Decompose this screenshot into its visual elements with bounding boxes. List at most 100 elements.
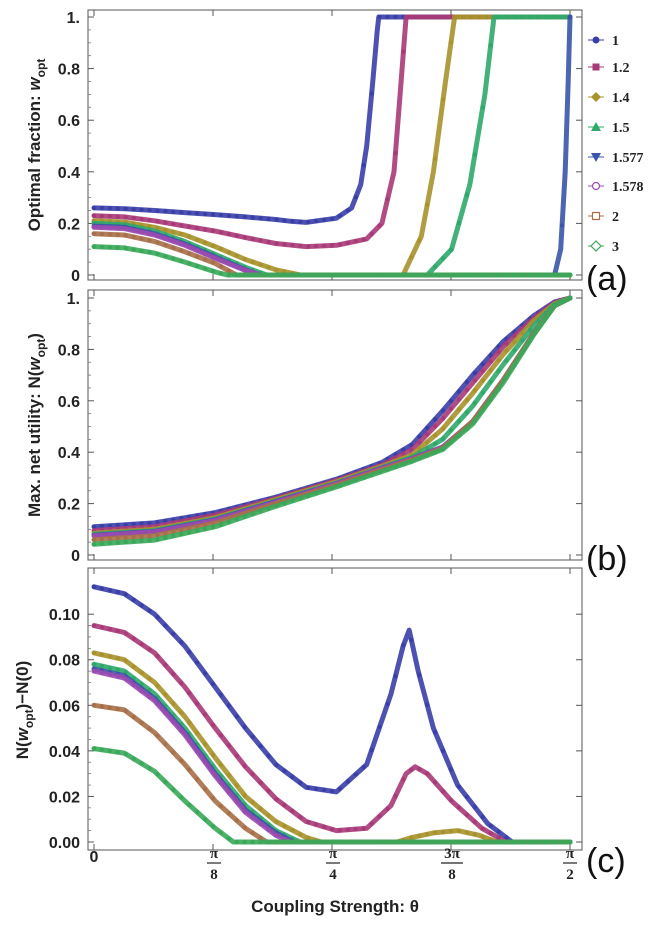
data-point-a-2-7 [147,238,152,243]
data-point-c-1-5-1 [99,663,105,669]
data-point-b-2-5 [131,534,136,540]
data-point-a-3-1 [99,244,105,250]
data-point-c-3-30 [329,839,335,845]
panel-a-ylabel-sub: opt [34,59,48,78]
data-point-c-3-39 [401,839,406,845]
data-point-b-1-2-41 [417,440,422,445]
data-point-c-1-2-16 [218,733,224,738]
data-point-b-3-35 [369,472,374,478]
data-point-c-1-4-44 [440,829,446,835]
data-point-a-1-20 [250,215,255,220]
data-point-a-1-2-17 [226,231,232,237]
data-point-a-1-2-18 [234,233,239,238]
data-point-c-1-2-21 [258,780,263,785]
data-point-c-3-41 [417,839,422,845]
data-point-c-2-14 [202,786,208,791]
data-point-b-3-28 [313,491,319,496]
data-point-c-1-578-10 [171,719,176,725]
data-point-b-1-47 [464,379,470,385]
data-point-c-1-2-42 [425,771,430,776]
data-point-a-1-2-2 [107,214,113,219]
y-tick-label-c-5: 0.10 [49,607,80,624]
data-point-a-1-578-3 [115,226,121,231]
legend-entry-1-577: 1.577 [588,151,644,166]
data-point-b-3-19 [242,514,247,519]
data-point-b-3-49 [480,408,485,413]
data-point-c-1-2-27 [306,819,311,825]
data-point-c-1-2-51 [496,835,501,840]
data-point-c-1-17 [226,703,232,708]
panel-b-label: (b) [586,540,628,578]
data-point-a-1-4-49 [480,14,485,20]
data-point-a-1-5-47 [464,192,470,198]
data-point-a-1-2-43 [432,14,438,20]
legend-label-1-4: 1.4 [612,91,630,106]
data-point-b-3-43 [432,450,438,455]
data-point-c-2-6 [139,720,144,726]
data-point-a-3-42 [425,272,430,278]
data-point-c-3-46 [456,839,462,845]
legend-marker-1 [592,36,600,44]
y-tick-label-a-1: 0.2 [58,216,80,233]
data-point-a-1-18 [234,214,239,219]
data-point-a-2-1 [99,231,105,237]
data-point-c-1-2-8 [155,653,160,659]
data-point-c-1-20 [250,734,255,739]
data-point-c-1-10 [171,631,176,637]
data-point-c-1-47 [464,794,470,799]
data-point-c-1-2-37 [385,806,390,811]
series-a-3 [91,244,573,278]
data-point-c-1-4-21 [258,806,263,812]
data-point-a-1-2-20 [250,236,255,242]
data-point-c-3-28 [313,839,319,845]
data-point-c-2-4 [123,708,128,714]
data-point-a-1-16 [218,212,224,218]
data-point-c-1-16 [218,692,224,697]
data-point-a-3-54 [520,272,525,278]
data-point-a-1-2-35 [369,231,374,236]
data-point-a-1-26 [298,219,303,225]
data-point-a-1-4-48 [472,14,477,20]
panel-a-frame [87,9,583,281]
data-point-a-1-4-15 [210,243,216,248]
data-point-c-1-33 [353,772,358,777]
x-tick-0-num: 0 [90,849,99,866]
data-point-a-1-14 [202,211,208,217]
data-point-c-3-21 [258,839,263,845]
data-point-a-2-0 [91,231,97,236]
data-point-c-1-4-46 [456,828,462,834]
data-point-c-1-1 [99,586,105,591]
data-point-c-1-2-15 [210,722,216,728]
data-point-c-1-578-18 [234,799,239,805]
data-point-b-3-32 [345,480,351,486]
data-point-b-3-41 [417,456,422,461]
data-point-b-1-578-7 [147,530,152,535]
data-point-a-2-8 [155,240,160,245]
data-point-c-1-7 [147,608,152,613]
data-point-a-3-50 [488,272,493,278]
data-point-c-1-4-23 [274,819,279,824]
data-point-c-1-4-45 [448,829,454,834]
data-point-b-3-9 [163,535,168,540]
data-point-b-3-36 [377,470,382,475]
data-point-a-1-578-10 [171,239,176,244]
data-point-a-1-5-46 [456,220,462,226]
data-point-c-1-4-14 [202,741,208,747]
data-point-c-1-2-36 [377,814,382,819]
data-point-b-1-2-40 [409,447,414,453]
data-point-a-3-35 [369,272,374,278]
data-point-a-1-5-56 [536,14,541,20]
data-point-c-3-2 [107,748,113,754]
data-point-c-1-5-2 [107,665,113,671]
panel-a-ylabel-main: Optimal fraction: [25,91,44,232]
data-point-a-1-2-1 [99,213,105,219]
data-point-c-2-12 [187,767,192,772]
data-point-c-1-2-2 [107,626,113,632]
data-point-c-1-4-16 [218,762,224,768]
data-point-c-1-4-19 [242,793,247,798]
data-point-a-1-4-16 [218,246,224,252]
legend-marker-1-4 [591,92,601,102]
data-point-c-1-39 [401,643,406,648]
data-point-c-1-4 [123,592,128,597]
